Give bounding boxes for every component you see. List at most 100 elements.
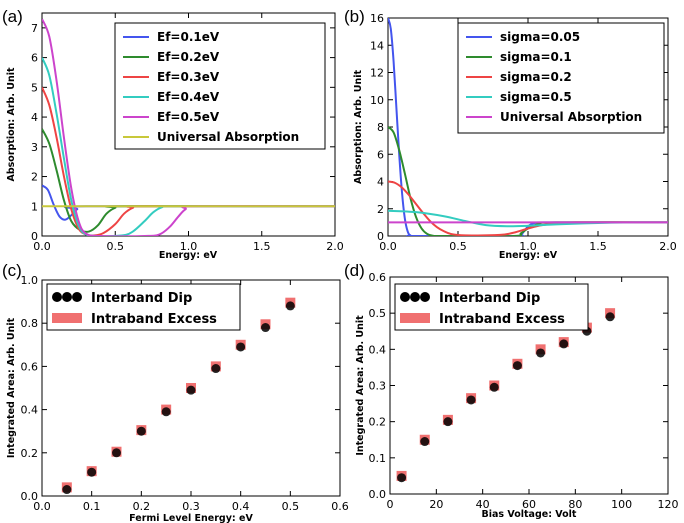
data-layer [42, 18, 335, 236]
y-tick-label: 0.2 [21, 447, 39, 460]
y-tick-label: 12 [370, 67, 384, 80]
data-layer [61, 297, 296, 495]
data-point-circle [211, 364, 221, 374]
legend: Ef=0.1eV Ef=0.2eV Ef=0.3eV Ef=0.4eV Ef=0.5eV… [114, 22, 326, 150]
x-tick-label: 0.2 [133, 500, 151, 513]
y-tick-label: 2 [31, 171, 38, 184]
x-axis-label: Energy: eV [159, 250, 218, 261]
legend-label: Universal Absorption [157, 130, 299, 144]
legend-marker [400, 313, 410, 323]
legend-marker [62, 313, 72, 323]
data-point-circle [161, 407, 171, 417]
legend-label: sigma=0.05 [500, 30, 580, 44]
legend-marker [420, 292, 430, 302]
y-tick-label: 0.6 [369, 271, 387, 284]
data-point-circle [559, 339, 569, 349]
legend-marker [410, 292, 420, 302]
legend-label: Intraband Excess [91, 312, 217, 327]
y-tick-label: 4 [377, 176, 384, 189]
panel-1: (b) 0.0 0.5 1.0 1.5 2.0 0 2 4 6 8 10 12 14 16 Energy: e… [344, 7, 677, 261]
legend-label: Ef=0.2eV [157, 50, 220, 64]
data-point-circle [87, 467, 97, 477]
data-layer [388, 18, 668, 236]
x-tick-label: 1.0 [519, 240, 537, 253]
data-point-circle [512, 361, 522, 371]
x-tick-label: 60 [522, 498, 536, 511]
y-tick-label: 5 [31, 81, 38, 94]
legend-label: sigma=0.2 [500, 70, 572, 84]
x-tick-label: 0.0 [379, 240, 397, 253]
legend-box [114, 22, 326, 150]
x-tick-label: 0.0 [33, 500, 51, 513]
legend-label: sigma=0.5 [500, 90, 572, 104]
legend-marker [420, 313, 430, 323]
y-tick-label: 0.4 [21, 404, 39, 417]
x-tick-label: 1.5 [253, 240, 271, 253]
data-point-circle [136, 426, 146, 436]
legend-box [457, 22, 665, 134]
panel-label: (a) [2, 7, 23, 26]
y-tick-label: 0.0 [369, 488, 387, 501]
legend-label: Ef=0.3eV [157, 70, 220, 84]
panel-2: (c) 0.0 0.1 0.2 0.3 0.4 0.5 0.6 0.0 0.2 0.4 0.6 0.8 1… [2, 261, 349, 523]
legend-marker [52, 292, 62, 302]
y-tick-label: 0.4 [369, 343, 387, 356]
y-axis-label: Integrated Area: Arb. Unit [6, 317, 17, 458]
legend-label: Ef=0.1eV [157, 30, 220, 44]
y-tick-label: 16 [370, 12, 384, 25]
legend-marker [72, 292, 82, 302]
y-tick-label: 10 [370, 94, 384, 107]
panel-label: (c) [2, 261, 22, 280]
x-tick-label: 40 [476, 498, 490, 511]
y-tick-label: 0 [31, 230, 38, 243]
legend-marker [410, 313, 420, 323]
data-point-circle [186, 385, 196, 395]
x-axis-label: Fermi Level Energy: eV [129, 513, 253, 523]
x-tick-label: 0.1 [83, 500, 101, 513]
x-tick-label: 2.0 [659, 240, 677, 253]
x-tick-label: 1.5 [589, 240, 607, 253]
y-tick-label: 4 [31, 111, 38, 124]
legend-marker [72, 313, 82, 323]
legend-label: Interband Dip [439, 291, 540, 306]
y-tick-label: 2 [377, 203, 384, 216]
data-point-circle [536, 348, 546, 358]
panel-3: (d) 0 20 40 60 80 100 120 0.0 0.1 0.2 0.3 0.4 0.5 0.6 B… [344, 261, 679, 520]
legend-label: Universal Absorption [500, 110, 642, 124]
x-tick-label: 0.0 [33, 240, 51, 253]
panel-label: (d) [344, 261, 365, 280]
x-tick-label: 0 [387, 498, 394, 511]
legend-label: Interband Dip [91, 291, 192, 306]
data-point-circle [62, 485, 72, 495]
series-line [42, 184, 335, 221]
y-tick-label: 0.6 [21, 360, 39, 373]
y-tick-label: 6 [377, 148, 384, 161]
x-tick-label: 0.5 [107, 240, 125, 253]
data-point-circle [443, 417, 453, 427]
legend-label: Ef=0.5eV [157, 110, 220, 124]
legend-marker [400, 292, 410, 302]
y-tick-label: 7 [31, 22, 38, 35]
data-point-circle [236, 342, 246, 352]
y-tick-label: 3 [31, 141, 38, 154]
y-tick-label: 14 [370, 39, 384, 52]
x-tick-label: 0.4 [232, 500, 250, 513]
legend: Interband Dip Intraband Excess [46, 283, 241, 331]
legend-label: Ef=0.4eV [157, 90, 220, 104]
y-axis-label: Absorption: Arb. Unit [6, 67, 17, 182]
legend-marker [62, 292, 72, 302]
x-tick-label: 80 [568, 498, 582, 511]
x-axis-label: Energy: eV [499, 250, 558, 261]
panel-0: (a) 0.0 0.5 1.0 1.5 2.0 0 1 2 3 4 5 6 7 Energy: eV Abso… [2, 7, 344, 261]
x-tick-label: 20 [429, 498, 443, 511]
data-layer [396, 308, 616, 483]
y-tick-label: 0.3 [369, 380, 387, 393]
x-tick-label: 0.3 [182, 500, 200, 513]
data-point-circle [261, 323, 270, 333]
data-point-circle [397, 473, 407, 483]
data-point-circle [112, 448, 121, 458]
y-axis-label: Absorption: Arb. Unit [353, 70, 364, 185]
series-line [388, 209, 668, 228]
data-point-circle [420, 437, 430, 447]
